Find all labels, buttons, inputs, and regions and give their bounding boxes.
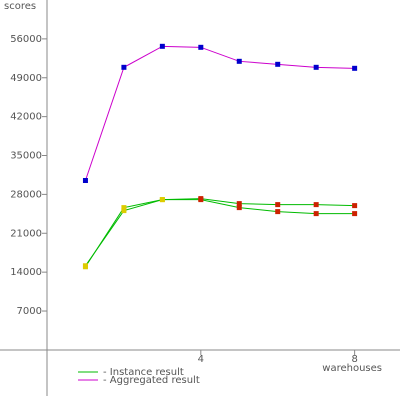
y-tick-label: 35000: [10, 151, 42, 162]
data-point: [275, 209, 281, 215]
x-tick-label: 4: [198, 354, 204, 365]
y-axis-label: scores: [4, 1, 36, 12]
data-point: [352, 211, 358, 217]
data-point: [159, 43, 165, 49]
data-point: [313, 64, 319, 70]
series-line: [85, 199, 355, 267]
series-line: [84, 45, 355, 181]
data-point: [121, 64, 127, 70]
data-point: [198, 197, 204, 203]
data-point: [236, 58, 242, 64]
legend-label: - Aggregated result: [103, 375, 200, 386]
y-tick-label: 14000: [10, 267, 42, 278]
y-tick-label: 7000: [17, 306, 42, 317]
data-point: [236, 201, 242, 207]
data-point: [198, 44, 204, 50]
y-tick-label: 56000: [10, 34, 42, 45]
data-point: [275, 202, 281, 208]
data-point: [159, 197, 165, 203]
y-tick-label: 42000: [10, 112, 42, 123]
data-point: [121, 205, 127, 211]
data-point: [313, 202, 319, 208]
x-tick-label: 8: [351, 354, 357, 365]
y-tick-label: 21000: [10, 228, 42, 239]
data-point: [352, 65, 358, 71]
legend-label: - Instance result: [103, 367, 184, 378]
y-tick-label: 49000: [10, 73, 42, 84]
data-point: [82, 263, 88, 269]
y-tick-label: 28000: [10, 189, 42, 200]
data-point: [352, 203, 358, 209]
data-point: [121, 208, 127, 214]
x-axis-label: warehouses: [322, 363, 382, 374]
data-point: [275, 61, 281, 67]
series-line: [85, 198, 355, 268]
data-point: [82, 178, 88, 184]
data-point: [236, 205, 242, 211]
data-point: [313, 211, 319, 217]
